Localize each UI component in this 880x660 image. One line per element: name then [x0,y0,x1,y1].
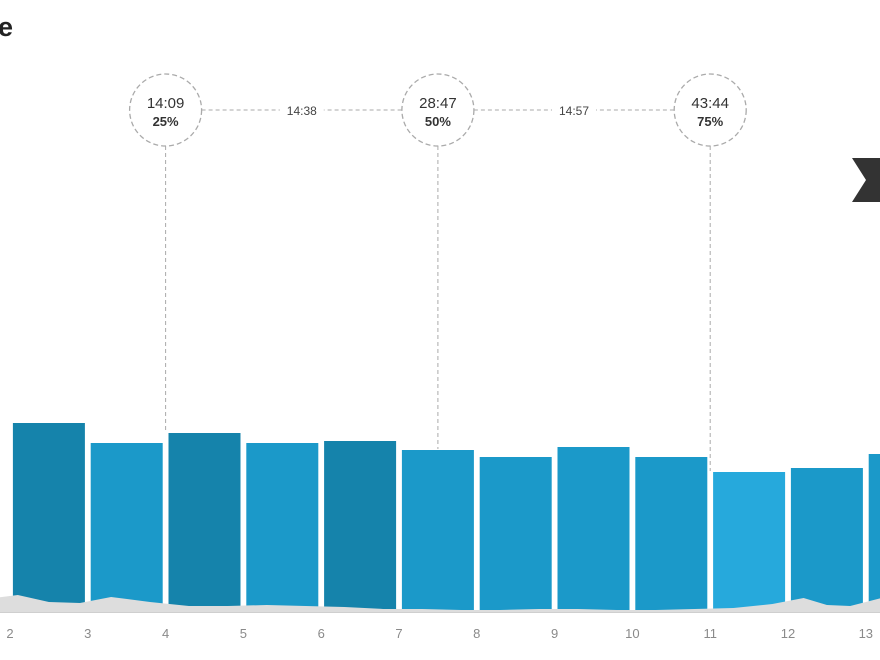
ribbon-flag-icon [852,158,880,202]
bar [866,452,880,613]
x-tick-label: 7 [395,626,402,641]
split-time-label: 14:09 [147,95,185,112]
x-tick-label: 13 [859,626,873,641]
chart-title: e [0,12,14,42]
split-circle [673,73,747,147]
bars-layer [10,421,880,613]
finish-marker [852,158,880,202]
split-time-label: 43:44 [691,95,729,112]
split-gap-label: 14:38 [287,104,317,118]
bar [477,455,554,613]
bar [399,448,476,613]
split-percent-label: 50% [425,114,451,129]
bar [10,421,87,613]
split-circle [128,73,203,147]
x-axis: 2 3 4 5 6 7 8 9 10 11 12 13 [6,626,873,641]
split-percent-label: 75% [697,114,723,129]
x-tick-label: 3 [84,626,91,641]
split-time-label: 28:47 [419,95,457,112]
split-gap-bg [552,100,596,120]
x-tick-label: 8 [473,626,480,641]
split-markers: 14:38 14:57 14:09 25% 28:47 50% 43:44 75% [128,73,747,471]
x-tick-label: 5 [240,626,247,641]
bar [244,441,321,613]
split-percent-label: 25% [153,114,179,129]
elevation-area [0,595,880,612]
bar [633,455,710,613]
bar [711,470,788,613]
bar [555,445,632,613]
x-tick-label: 11 [703,626,717,641]
x-tick-label: 4 [162,626,169,641]
x-tick-label: 10 [625,626,639,641]
x-tick-label: 9 [551,626,558,641]
bar [322,439,399,613]
bar [788,466,865,613]
bar [166,431,243,613]
x-tick-label: 12 [781,626,795,641]
split-circle [401,73,475,147]
x-tick-label: 2 [6,626,13,641]
elevation-layer [0,595,880,613]
bar [88,441,165,613]
split-gap-label: 14:57 [559,104,589,118]
x-tick-label: 6 [318,626,325,641]
split-gap-bg [279,100,324,120]
